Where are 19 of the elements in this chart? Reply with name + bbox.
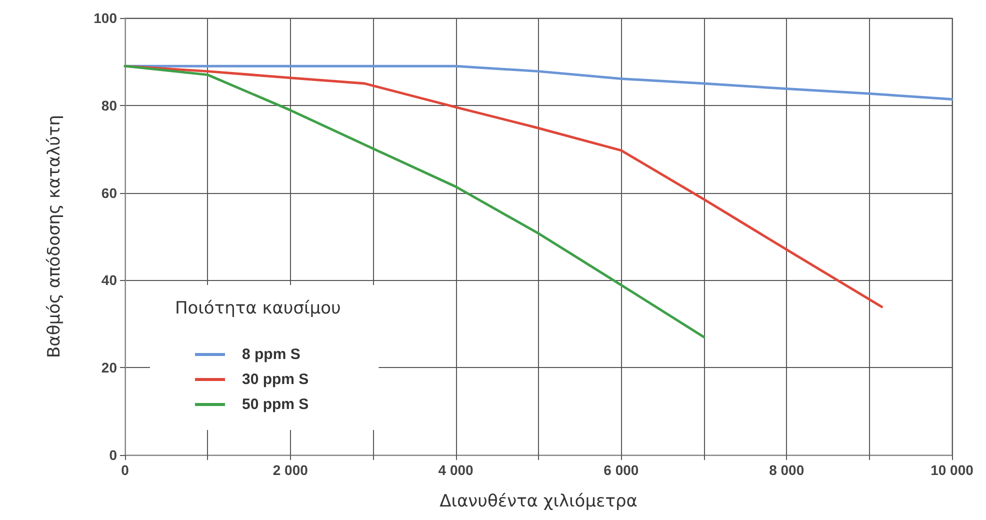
x-axis-title: Διανυθέντα χιλιόμετρα [440,492,638,512]
line-series [124,64,706,338]
legend-label: 8 ppm S [242,346,300,363]
y-tick-label: 100 [94,10,118,26]
x-tick-label: 2 000 [272,462,308,478]
y-tick-label: 0 [109,447,118,463]
y-tick-label: 60 [101,184,118,201]
legend-title: Ποιότητα καυσίμου [175,298,341,318]
x-tick-label: 4 000 [438,462,474,478]
y-tick-label: 80 [101,97,118,114]
x-tick-label: 0 [121,462,130,478]
y-tick-label: 20 [101,360,118,376]
legend-label: 50 ppm S [242,396,309,413]
x-tick-label: 10 000 [930,462,974,478]
legend-label: 30 ppm S [242,371,309,388]
y-axis-title: Βαθμός απόδοσης καταλύτη [44,114,64,358]
x-tick-label: 8 000 [769,462,804,478]
y-tick-label: 40 [101,272,118,288]
x-tick-label: 6 000 [604,462,639,478]
